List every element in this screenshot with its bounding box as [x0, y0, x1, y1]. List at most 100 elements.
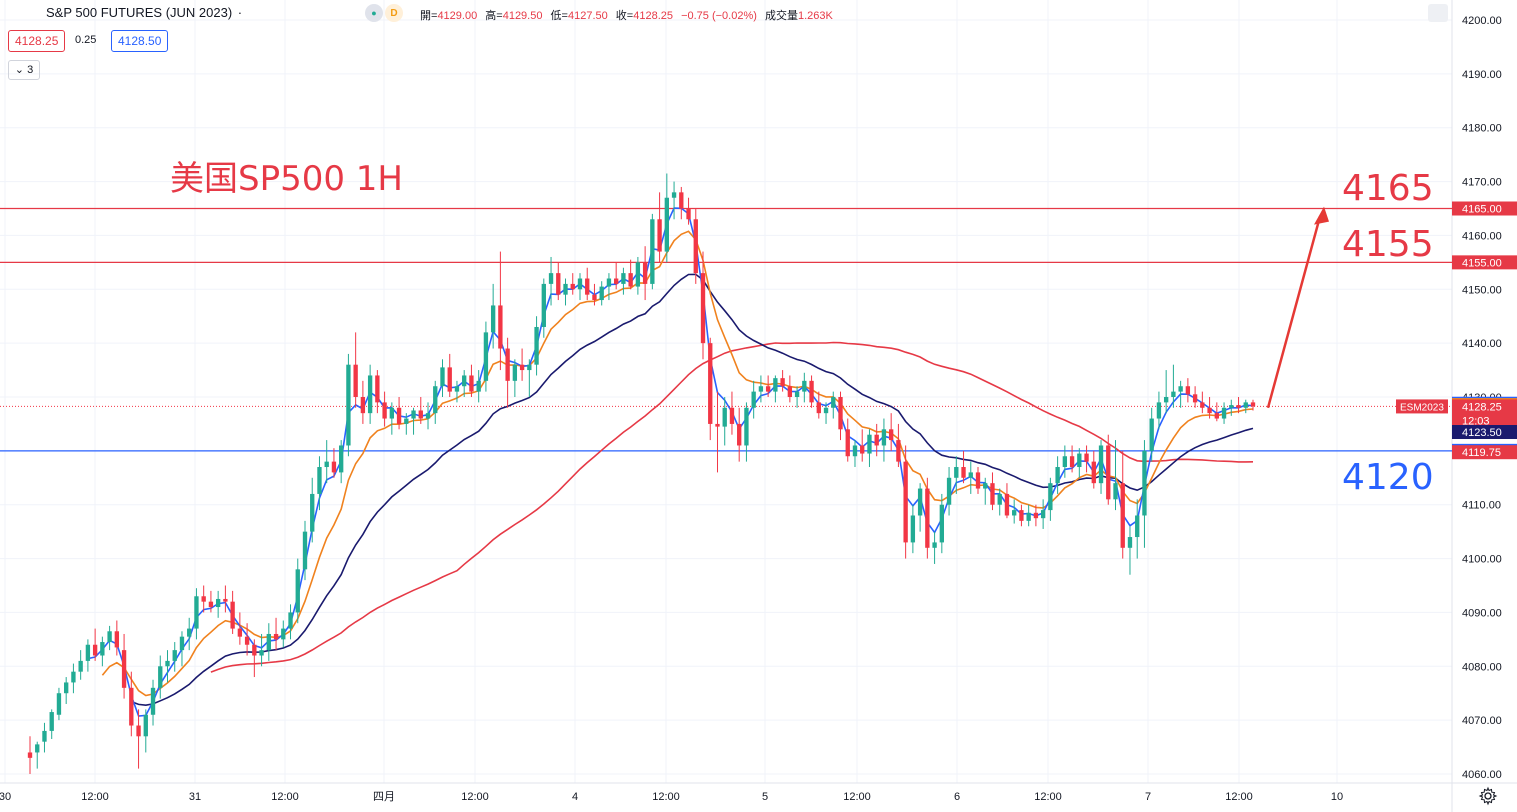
eye-icon[interactable]: ● — [365, 4, 383, 22]
y-tick-label: 4080.00 — [1462, 661, 1502, 673]
candle-body — [570, 283, 575, 290]
candle-body — [273, 633, 279, 640]
candle-body — [244, 636, 250, 645]
x-tick-label: 7 — [1145, 791, 1151, 803]
y-tick-label: 4170.00 — [1462, 177, 1502, 189]
projection-arrow-head — [1314, 206, 1329, 225]
candle-body — [903, 461, 908, 543]
candle-body — [585, 278, 590, 295]
candle-body — [606, 278, 612, 287]
candle-body — [1004, 493, 1010, 516]
candle-body — [353, 364, 358, 397]
scale-toggle-button[interactable] — [1428, 4, 1448, 22]
sell-price-button[interactable]: 4128.25 — [8, 30, 66, 52]
candle-body — [997, 493, 1002, 505]
candle-body — [679, 192, 684, 209]
candle-body — [1200, 402, 1205, 408]
candle-body — [302, 531, 308, 570]
candle-body — [389, 407, 395, 419]
candle-body — [35, 744, 40, 753]
delayed-data-badge[interactable]: D — [385, 4, 403, 22]
candle-body — [1135, 515, 1140, 538]
candle-body — [888, 429, 894, 441]
candle-body — [295, 569, 300, 613]
candle-body — [671, 192, 677, 198]
candle-body — [1163, 397, 1169, 403]
level-label-4165: 4165 — [1342, 168, 1434, 209]
candle-body — [498, 305, 503, 349]
candle-body — [563, 283, 568, 295]
y-tick-label: 4200.00 — [1462, 15, 1502, 27]
y-tick-label: 4090.00 — [1462, 607, 1502, 619]
candle-body — [657, 219, 662, 252]
candle-body — [208, 601, 214, 608]
candle-body — [983, 483, 988, 489]
candle-body — [382, 402, 387, 419]
chevron-down-icon: ⌄ — [14, 64, 25, 76]
candle-body — [150, 687, 156, 715]
close-value: 4128.25 — [633, 10, 673, 22]
price-axis-label-box — [1452, 201, 1517, 216]
candle-body — [975, 472, 981, 489]
candle-body — [360, 397, 366, 414]
candle-body — [990, 483, 995, 505]
buy-price-button[interactable]: 4128.50 — [111, 30, 169, 52]
candle-body — [1127, 537, 1133, 548]
candle-body — [773, 378, 778, 392]
candle-body — [1033, 512, 1039, 519]
candle-body — [823, 407, 829, 414]
candle-body — [881, 429, 887, 446]
y-tick-label: 4070.00 — [1462, 715, 1502, 727]
candle-body — [215, 598, 221, 608]
candle-body — [1178, 386, 1183, 392]
candle-body — [599, 286, 604, 301]
candle-body — [230, 601, 235, 629]
price-axis-label: 4128.25 — [1462, 401, 1502, 413]
status-badges: ● D — [365, 4, 403, 22]
candle-body — [1040, 510, 1046, 519]
candle-body — [179, 636, 185, 651]
symbol-tag-box — [1396, 399, 1448, 414]
candle-body — [1055, 467, 1060, 484]
candle-body — [1229, 405, 1234, 408]
gear-icon[interactable] — [1478, 786, 1498, 806]
candle-body — [700, 273, 706, 344]
bar-countdown: 12:03 — [1462, 415, 1490, 427]
market-status-dot: · — [237, 5, 243, 20]
candle-body — [715, 423, 720, 427]
price-axis-label: 4123.50 — [1462, 427, 1502, 439]
y-tick-label: 4060.00 — [1462, 769, 1502, 781]
candle-body — [1142, 450, 1147, 516]
candle-body — [737, 423, 742, 446]
candle-body — [483, 332, 489, 381]
x-tick-label: 12:00 — [271, 791, 299, 803]
x-tick-label: 12:00 — [843, 791, 871, 803]
candle-body — [469, 375, 474, 392]
candle-body — [187, 628, 192, 637]
candle-body — [454, 386, 460, 392]
candle-body — [404, 418, 409, 424]
candle-body — [27, 752, 33, 758]
candle-body — [201, 596, 206, 602]
candle-body — [165, 660, 170, 667]
symbol-title[interactable]: S&P 500 FUTURES (JUN 2023) · — [46, 5, 242, 20]
candle-body — [954, 467, 959, 478]
candle-body — [1069, 456, 1075, 468]
candle-body — [1250, 402, 1256, 407]
candle-body — [765, 386, 771, 392]
candle-body — [440, 367, 445, 387]
price-axis-label: 4155.00 — [1462, 257, 1502, 269]
x-tick-label: 10 — [1331, 791, 1343, 803]
indicators-toggle[interactable]: ⌄ 3 — [8, 60, 40, 80]
price-axis-label: 4165.00 — [1462, 204, 1502, 216]
candle-body — [1156, 402, 1162, 419]
candle-body — [317, 467, 322, 494]
candle-body — [324, 461, 329, 468]
candle-body — [129, 687, 134, 726]
candle-body — [917, 488, 923, 516]
candle-body — [910, 515, 916, 543]
y-tick-label: 4190.00 — [1462, 69, 1502, 81]
price-axis-label-box — [1452, 445, 1517, 460]
candle-body — [946, 477, 952, 505]
